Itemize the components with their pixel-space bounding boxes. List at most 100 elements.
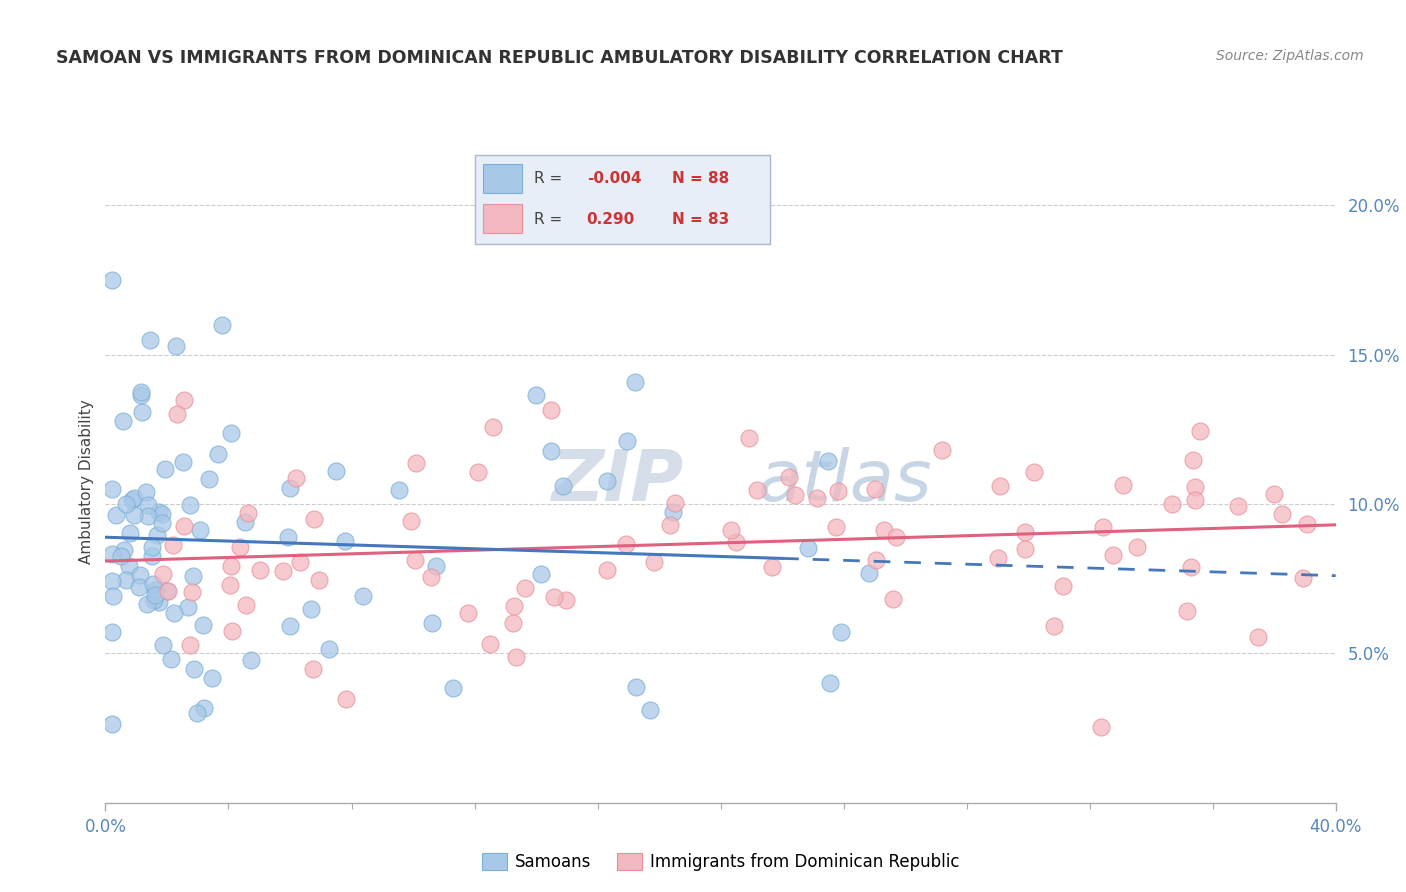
Point xyxy=(425,559,447,574)
Point xyxy=(658,517,681,532)
Point xyxy=(236,506,259,520)
Point xyxy=(987,550,1010,565)
Point xyxy=(830,625,852,640)
Point xyxy=(524,388,547,402)
Point xyxy=(142,593,165,607)
Point xyxy=(115,498,138,512)
Point xyxy=(110,549,132,563)
Text: R =: R = xyxy=(534,171,567,186)
Point xyxy=(738,431,761,445)
Point xyxy=(129,388,152,402)
Point xyxy=(288,555,311,569)
Point xyxy=(761,559,783,574)
Point xyxy=(136,509,159,524)
Point xyxy=(308,573,330,587)
Point xyxy=(162,538,184,552)
Point xyxy=(143,582,166,597)
Point xyxy=(148,505,170,519)
Point xyxy=(235,598,257,612)
Point xyxy=(155,584,177,599)
Point xyxy=(818,676,841,690)
Point xyxy=(1090,720,1112,734)
Point xyxy=(882,592,904,607)
Point xyxy=(1184,480,1206,494)
Point xyxy=(1247,630,1270,644)
Point xyxy=(441,681,464,696)
Point xyxy=(122,508,145,523)
Text: SAMOAN VS IMMIGRANTS FROM DOMINICAN REPUBLIC AMBULATORY DISABILITY CORRELATION C: SAMOAN VS IMMIGRANTS FROM DOMINICAN REPU… xyxy=(56,49,1063,67)
Point xyxy=(181,584,204,599)
Point xyxy=(135,597,157,611)
Point xyxy=(806,491,828,506)
Point xyxy=(201,671,224,685)
Point xyxy=(1188,424,1211,438)
Point xyxy=(931,443,953,458)
Point xyxy=(1291,571,1313,585)
Point xyxy=(105,508,128,523)
Point xyxy=(120,525,142,540)
Point xyxy=(1175,604,1198,618)
Point xyxy=(100,716,122,731)
Point xyxy=(827,483,849,498)
Point xyxy=(1180,559,1202,574)
Point xyxy=(502,615,524,630)
Point xyxy=(1263,487,1285,501)
Point xyxy=(457,606,479,620)
Point xyxy=(884,530,907,544)
Point xyxy=(551,479,574,493)
Point xyxy=(229,540,252,554)
Point xyxy=(100,624,122,639)
Point xyxy=(153,461,176,475)
Point xyxy=(136,498,159,512)
Point xyxy=(626,680,648,694)
Point xyxy=(152,639,174,653)
Point xyxy=(420,570,443,584)
Point xyxy=(191,617,214,632)
Point xyxy=(284,470,307,484)
Point xyxy=(121,492,143,507)
Text: R =: R = xyxy=(534,211,567,227)
Point xyxy=(101,589,124,603)
Point xyxy=(858,566,880,581)
Point xyxy=(148,595,170,609)
Point xyxy=(249,563,271,577)
Text: atlas: atlas xyxy=(758,447,932,516)
Point xyxy=(163,606,186,620)
Point xyxy=(333,533,356,548)
Point xyxy=(157,583,180,598)
Point xyxy=(318,642,340,657)
Point xyxy=(112,414,135,428)
Point xyxy=(988,478,1011,492)
Point xyxy=(142,577,165,591)
Point xyxy=(1182,453,1205,467)
Point xyxy=(482,419,505,434)
Legend: Samoans, Immigrants from Dominican Republic: Samoans, Immigrants from Dominican Repub… xyxy=(475,847,966,878)
Point xyxy=(128,580,150,594)
Point xyxy=(211,318,233,332)
Point xyxy=(1102,548,1125,562)
Point xyxy=(543,590,565,604)
Point xyxy=(221,624,243,638)
Text: N = 88: N = 88 xyxy=(672,171,730,186)
Text: ZIP: ZIP xyxy=(551,447,683,516)
Point xyxy=(388,483,411,498)
Point xyxy=(1014,524,1036,539)
Point xyxy=(100,574,122,589)
Point xyxy=(596,474,619,488)
Point xyxy=(219,425,242,440)
Point xyxy=(1014,542,1036,557)
Point xyxy=(198,472,221,486)
Point xyxy=(662,505,685,519)
FancyBboxPatch shape xyxy=(484,164,522,194)
Point xyxy=(193,701,215,715)
Point xyxy=(207,447,229,461)
Point xyxy=(420,615,443,630)
Point xyxy=(616,434,638,448)
Point xyxy=(797,541,820,555)
Point xyxy=(325,464,347,478)
Point xyxy=(1125,541,1147,555)
Point xyxy=(478,637,501,651)
Point xyxy=(817,454,839,468)
Point xyxy=(725,535,748,549)
Point xyxy=(135,484,157,499)
